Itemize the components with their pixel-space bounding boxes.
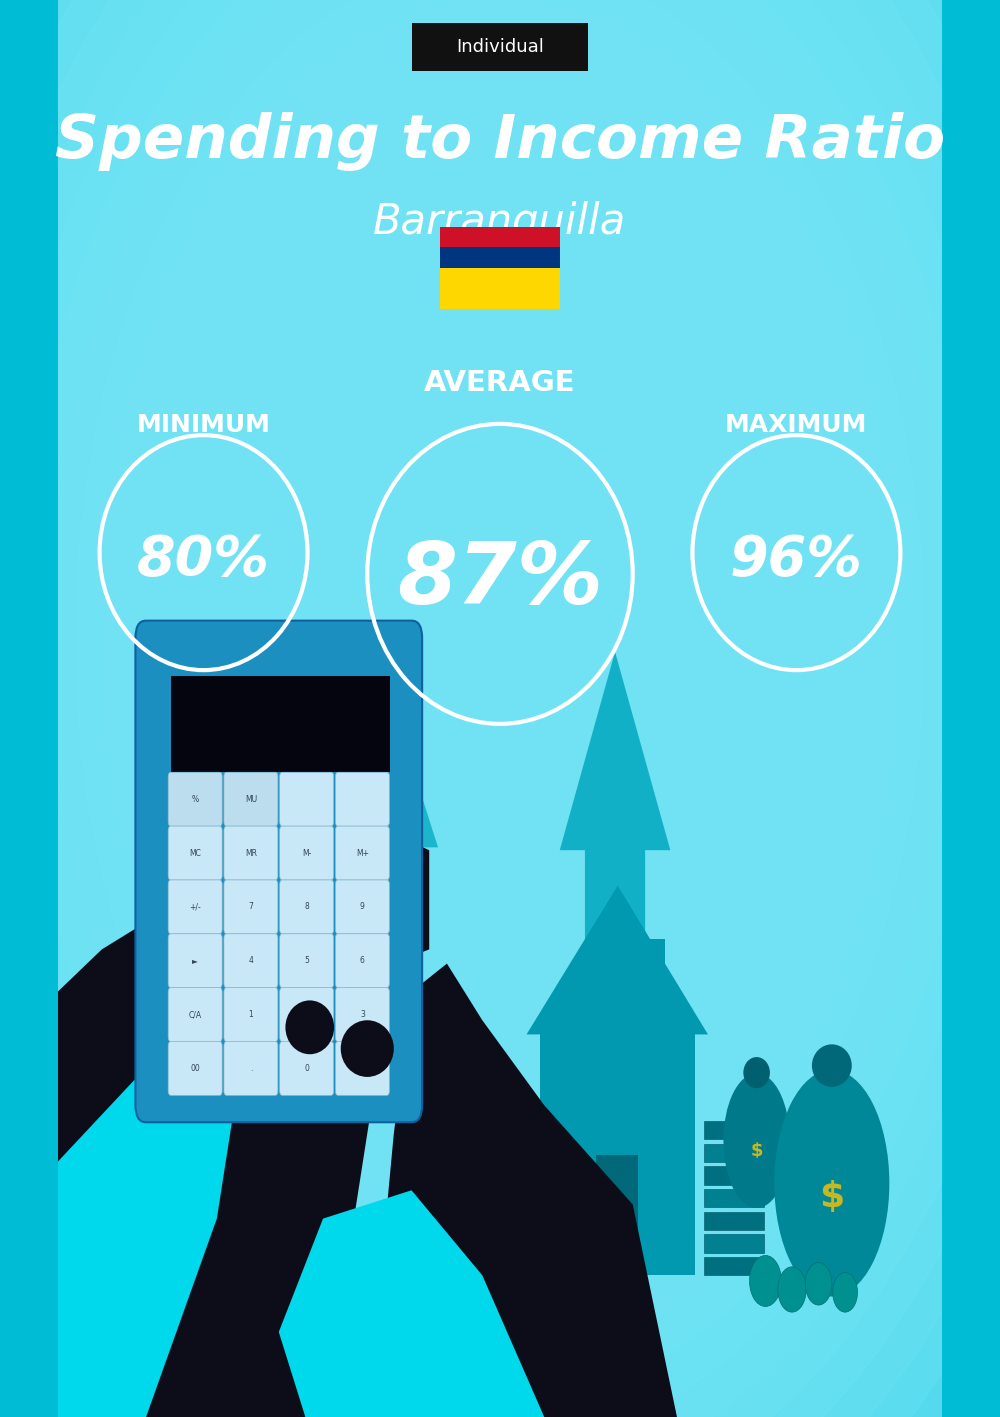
FancyBboxPatch shape: [224, 934, 278, 988]
FancyBboxPatch shape: [135, 621, 422, 1122]
Text: M-: M-: [302, 849, 311, 857]
Text: MINIMUM: MINIMUM: [137, 414, 271, 436]
Polygon shape: [58, 1049, 235, 1417]
FancyBboxPatch shape: [704, 1234, 764, 1253]
FancyBboxPatch shape: [280, 880, 334, 934]
Text: Spending to Income Ratio: Spending to Income Ratio: [55, 112, 945, 171]
Text: .: .: [250, 1064, 252, 1073]
FancyBboxPatch shape: [335, 934, 389, 988]
Text: 5: 5: [304, 956, 309, 965]
FancyBboxPatch shape: [280, 826, 334, 880]
Text: 2: 2: [304, 1010, 309, 1019]
Polygon shape: [527, 886, 708, 1034]
Text: 96%: 96%: [730, 533, 863, 587]
FancyBboxPatch shape: [440, 268, 560, 309]
FancyBboxPatch shape: [540, 1027, 695, 1275]
FancyBboxPatch shape: [224, 880, 278, 934]
Text: MR: MR: [245, 849, 257, 857]
FancyBboxPatch shape: [335, 772, 389, 826]
FancyBboxPatch shape: [704, 1144, 764, 1162]
Text: 7: 7: [248, 903, 253, 911]
Text: 8: 8: [304, 903, 309, 911]
Text: $: $: [819, 1180, 844, 1214]
Circle shape: [22, 0, 978, 1403]
FancyBboxPatch shape: [224, 772, 278, 826]
FancyBboxPatch shape: [704, 1166, 764, 1185]
Text: 1: 1: [249, 1010, 253, 1019]
FancyBboxPatch shape: [168, 826, 222, 880]
Text: MC: MC: [189, 849, 201, 857]
Text: Individual: Individual: [456, 38, 544, 55]
Text: 4: 4: [248, 956, 253, 965]
FancyBboxPatch shape: [280, 1041, 334, 1095]
FancyBboxPatch shape: [704, 1212, 764, 1230]
Circle shape: [49, 0, 951, 1360]
Circle shape: [833, 1272, 857, 1312]
FancyBboxPatch shape: [440, 227, 560, 248]
FancyBboxPatch shape: [280, 772, 334, 826]
FancyBboxPatch shape: [224, 826, 278, 880]
Polygon shape: [323, 964, 677, 1417]
Text: AVERAGE: AVERAGE: [424, 368, 576, 397]
Ellipse shape: [743, 1057, 770, 1088]
Text: 9: 9: [360, 903, 365, 911]
Circle shape: [805, 1263, 832, 1305]
Text: ►: ►: [192, 956, 198, 965]
FancyBboxPatch shape: [168, 880, 222, 934]
Text: 3: 3: [360, 1010, 365, 1019]
FancyBboxPatch shape: [168, 772, 222, 826]
Ellipse shape: [285, 1000, 334, 1054]
FancyBboxPatch shape: [335, 826, 389, 880]
Text: 6: 6: [360, 956, 365, 965]
Ellipse shape: [812, 1044, 852, 1087]
FancyBboxPatch shape: [704, 1189, 764, 1207]
Text: 00: 00: [190, 1064, 200, 1073]
Text: 80%: 80%: [137, 533, 270, 587]
Ellipse shape: [774, 1070, 889, 1297]
FancyBboxPatch shape: [412, 23, 588, 71]
FancyBboxPatch shape: [224, 988, 278, 1041]
Polygon shape: [279, 1190, 544, 1417]
Text: Barranquilla: Barranquilla: [373, 201, 627, 244]
Ellipse shape: [341, 1020, 394, 1077]
Text: C/A: C/A: [189, 1010, 202, 1019]
Text: $: $: [750, 1142, 763, 1159]
Circle shape: [75, 0, 925, 1318]
FancyBboxPatch shape: [280, 934, 334, 988]
FancyBboxPatch shape: [335, 880, 389, 934]
Text: MAXIMUM: MAXIMUM: [725, 414, 868, 436]
FancyBboxPatch shape: [646, 939, 665, 1027]
Text: %: %: [192, 795, 199, 803]
Text: +/-: +/-: [189, 903, 201, 911]
FancyBboxPatch shape: [280, 988, 334, 1041]
FancyBboxPatch shape: [440, 248, 560, 268]
FancyBboxPatch shape: [224, 1041, 278, 1095]
FancyBboxPatch shape: [168, 988, 222, 1041]
Text: 0: 0: [304, 1064, 309, 1073]
Polygon shape: [58, 822, 429, 1417]
FancyBboxPatch shape: [335, 988, 389, 1041]
Text: 87%: 87%: [397, 540, 603, 622]
FancyBboxPatch shape: [335, 1041, 389, 1095]
FancyBboxPatch shape: [168, 934, 222, 988]
FancyBboxPatch shape: [168, 1041, 222, 1095]
FancyBboxPatch shape: [704, 1257, 764, 1275]
Circle shape: [778, 1267, 806, 1312]
FancyBboxPatch shape: [704, 1121, 764, 1139]
Polygon shape: [560, 652, 670, 1219]
Text: M+: M+: [356, 849, 369, 857]
Polygon shape: [350, 708, 438, 1105]
FancyBboxPatch shape: [171, 676, 390, 772]
Ellipse shape: [723, 1074, 790, 1207]
Text: MU: MU: [245, 795, 257, 803]
